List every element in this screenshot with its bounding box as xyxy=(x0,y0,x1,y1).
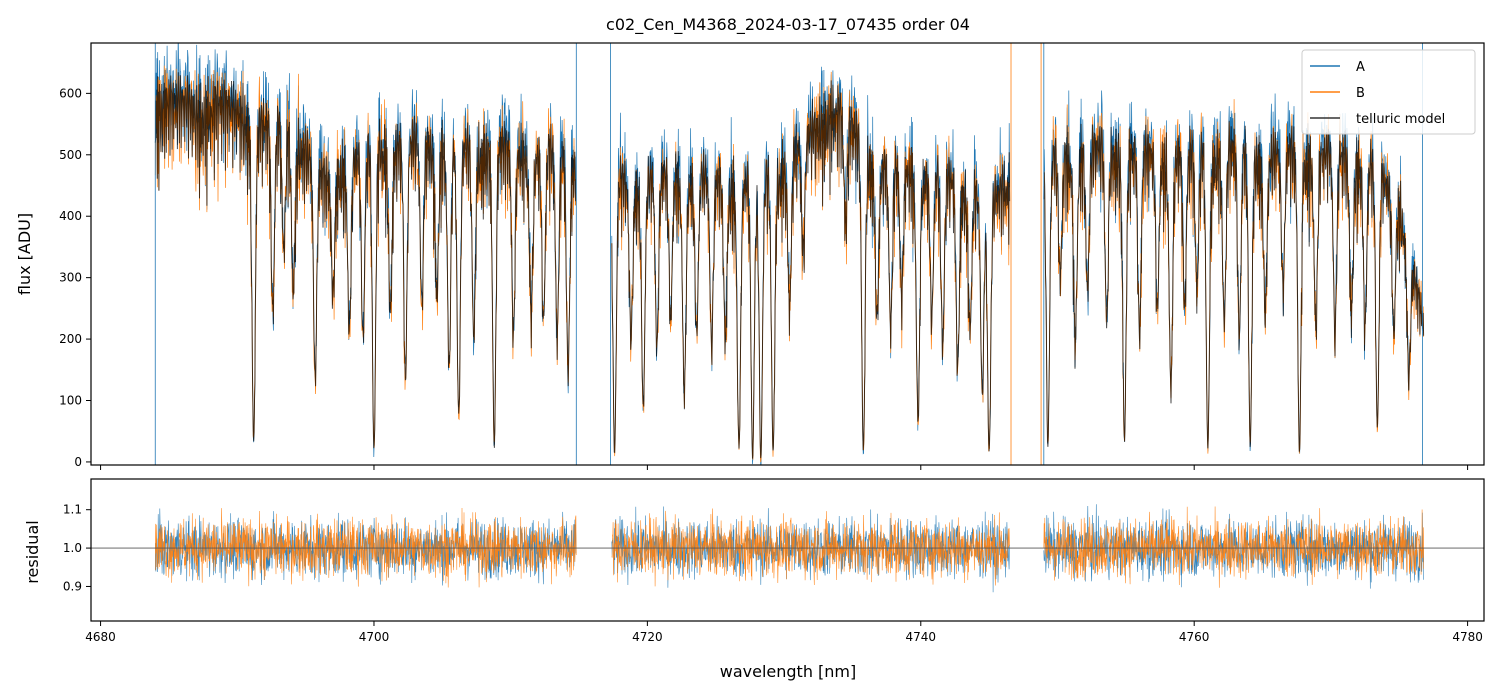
residual-panel: 0.9 1.0 1.1 4680 4700 4720 4740 4760 4780 resid… xyxy=(23,478,1485,681)
flux-panel: 0 100 200 300 400 500 600 flux [ADU] A B tellu… xyxy=(15,42,1485,470)
flux-series-telluric-model-segment-2 xyxy=(1043,120,1425,452)
legend: A B telluric model xyxy=(1301,49,1476,135)
legend-label-a: A xyxy=(1356,60,1365,75)
legend-box xyxy=(1301,49,1476,135)
flux-y-tick-label: 400 xyxy=(59,209,82,223)
flux-y-ticks: 0 100 200 300 400 500 600 xyxy=(59,86,91,469)
legend-label-telluric: telluric model xyxy=(1356,112,1445,127)
residual-series-a-segment-1 xyxy=(611,506,1010,593)
flux-y-tick-label: 300 xyxy=(59,271,82,285)
x-tick-label: 4760 xyxy=(1179,630,1210,644)
flux-series-a-segment-0 xyxy=(155,43,577,458)
x-tick-label: 4700 xyxy=(359,630,390,644)
flux-plot-area xyxy=(154,43,1425,465)
x-tick-label: 4720 xyxy=(632,630,663,644)
chart-title: c02_Cen_M4368_2024-03-17_07435 order 04 xyxy=(606,15,970,35)
flux-axes-frame xyxy=(90,42,1485,466)
residual-x-ticks: 4680 4700 4720 4740 4760 4780 xyxy=(85,621,1483,644)
flux-y-tick-label: 600 xyxy=(59,86,82,100)
residual-y-tick-label: 1.0 xyxy=(63,541,82,555)
flux-y-tick-label: 500 xyxy=(59,148,82,162)
x-tick-label: 4780 xyxy=(1452,630,1483,644)
x-tick-label: 4740 xyxy=(906,630,937,644)
residual-series-b-segment-1 xyxy=(611,508,1010,587)
residual-y-tick-label: 1.1 xyxy=(63,503,82,517)
flux-series-telluric-model-segment-1 xyxy=(611,80,1011,459)
residual-series-b-segment-2 xyxy=(1043,506,1424,588)
flux-y-tick-label: 0 xyxy=(74,455,82,469)
flux-y-tick-label: 100 xyxy=(59,394,82,408)
residual-axes-frame xyxy=(90,478,1485,622)
x-axis-label: wavelength [nm] xyxy=(720,662,857,681)
flux-x-ticks xyxy=(100,465,1469,470)
flux-y-tick-label: 200 xyxy=(59,332,82,346)
residual-series-a-segment-0 xyxy=(155,508,577,586)
residual-y-axis-label: residual xyxy=(23,520,42,583)
x-tick-label: 4680 xyxy=(85,630,116,644)
residual-y-ticks: 0.9 1.0 1.1 xyxy=(63,503,91,593)
residual-series-b-segment-0 xyxy=(155,507,577,588)
flux-y-axis-label: flux [ADU] xyxy=(15,213,34,295)
flux-series-telluric-model-segment-0 xyxy=(154,72,577,449)
residual-plot-area xyxy=(91,504,1484,593)
residual-y-tick-label: 0.9 xyxy=(63,579,82,593)
legend-label-b: B xyxy=(1356,86,1365,101)
